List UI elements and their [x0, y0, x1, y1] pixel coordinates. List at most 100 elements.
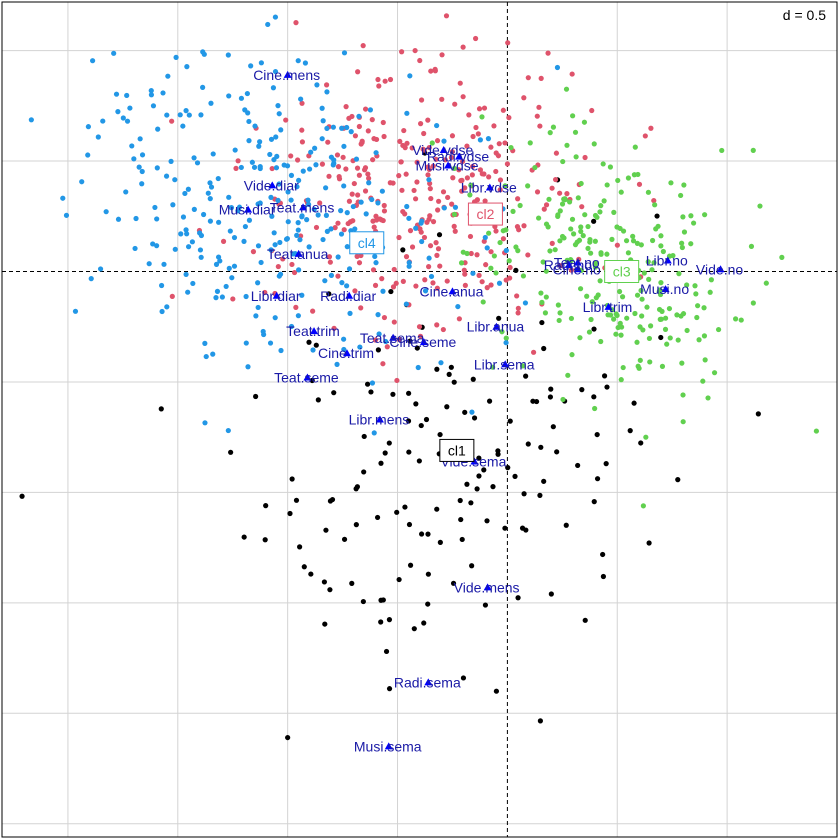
- modality-label: Teat.sema: [360, 330, 425, 346]
- point-cl2: [427, 186, 433, 192]
- point-cl2: [362, 188, 369, 194]
- point-cl3: [460, 249, 466, 255]
- point-cl2: [313, 224, 320, 231]
- point-cl2: [376, 83, 382, 89]
- point-cl3: [561, 235, 567, 241]
- point-cl4: [380, 288, 386, 294]
- point-cl2: [460, 94, 466, 100]
- point-cl4: [185, 186, 191, 192]
- point-cl1: [482, 602, 489, 608]
- point-cl4: [295, 227, 301, 233]
- point-cl3: [733, 316, 739, 322]
- point-cl3: [630, 233, 636, 239]
- point-cl3: [748, 243, 755, 249]
- point-cl4: [346, 266, 353, 272]
- point-cl1: [360, 598, 366, 605]
- modality-label: Libr.mens: [349, 412, 410, 428]
- point-cl2: [530, 349, 537, 355]
- point-cl2: [434, 138, 441, 144]
- cluster-label-box: [439, 438, 475, 462]
- point-cl2: [496, 141, 502, 147]
- modality-label: Teat.mens: [270, 199, 335, 215]
- point-cl2: [425, 172, 431, 178]
- point-cl1: [541, 345, 547, 352]
- point-cl2: [433, 240, 439, 246]
- point-cl1: [600, 551, 606, 558]
- point-cl2: [589, 107, 595, 114]
- point-cl1: [495, 448, 501, 454]
- modality-marker: [310, 327, 319, 335]
- point-cl3: [468, 182, 474, 188]
- point-cl2: [459, 188, 465, 194]
- point-cl4: [307, 166, 313, 172]
- point-cl4: [267, 340, 274, 346]
- point-cl3: [670, 253, 676, 259]
- point-cl4: [482, 234, 488, 241]
- point-cl4: [173, 54, 179, 60]
- point-cl1: [364, 381, 371, 387]
- point-cl2: [402, 211, 408, 217]
- point-cl4: [426, 255, 432, 261]
- point-cl3: [588, 250, 594, 256]
- point-cl1: [476, 455, 482, 461]
- modality-label: Cine.seme: [389, 334, 456, 350]
- point-cl1: [361, 469, 367, 475]
- modality-label: Teat.no: [554, 255, 600, 271]
- point-cl3: [779, 254, 785, 260]
- point-cl2: [370, 267, 377, 273]
- point-cl4: [164, 112, 170, 118]
- point-cl4: [341, 183, 347, 189]
- point-cl4: [180, 214, 187, 220]
- point-cl1: [323, 527, 329, 533]
- point-cl4: [178, 231, 184, 237]
- point-cl1: [638, 440, 644, 446]
- point-cl2: [369, 117, 375, 123]
- point-cl3: [705, 395, 711, 401]
- point-cl3: [618, 377, 624, 383]
- scale-label: d = 0.5: [783, 7, 826, 23]
- point-cl2: [502, 140, 508, 146]
- point-cl2: [430, 163, 436, 169]
- point-cl4: [255, 304, 261, 311]
- point-cl4: [154, 216, 160, 222]
- point-cl4: [90, 58, 96, 64]
- point-cl3: [611, 209, 617, 215]
- point-cl2: [444, 278, 450, 284]
- point-cl2: [458, 178, 464, 184]
- point-cl2: [505, 40, 511, 46]
- point-cl2: [507, 275, 513, 281]
- point-cl4: [422, 288, 429, 294]
- point-cl1: [418, 531, 425, 537]
- point-cl4: [323, 185, 329, 191]
- point-cl4: [245, 364, 251, 370]
- point-cl2: [375, 76, 381, 83]
- point-cl3: [681, 182, 687, 188]
- point-cl3: [578, 228, 584, 235]
- point-cl3: [575, 195, 581, 201]
- point-cl3: [674, 312, 680, 318]
- point-cl4: [324, 89, 330, 95]
- point-cl4: [434, 122, 440, 129]
- point-cl4: [272, 14, 279, 20]
- point-cl4: [216, 219, 222, 225]
- point-cl1: [382, 450, 388, 456]
- point-cl4: [373, 150, 379, 156]
- point-cl4: [170, 202, 176, 208]
- point-cl3: [676, 271, 682, 277]
- point-cl2: [354, 253, 360, 259]
- point-cl3: [688, 213, 694, 219]
- point-cl4: [344, 244, 350, 250]
- point-cl2: [461, 267, 467, 273]
- point-cl3: [645, 259, 651, 265]
- point-cl3: [664, 341, 670, 347]
- point-cl1: [19, 493, 25, 499]
- point-cl3: [750, 300, 756, 306]
- point-cl1: [537, 492, 543, 498]
- point-cl4: [208, 100, 214, 106]
- point-cl3: [490, 364, 496, 370]
- point-cl2: [515, 196, 521, 202]
- point-cl3: [486, 230, 492, 236]
- modality-marker: [564, 260, 573, 268]
- point-cl2: [359, 139, 365, 146]
- modality-marker: [345, 291, 354, 299]
